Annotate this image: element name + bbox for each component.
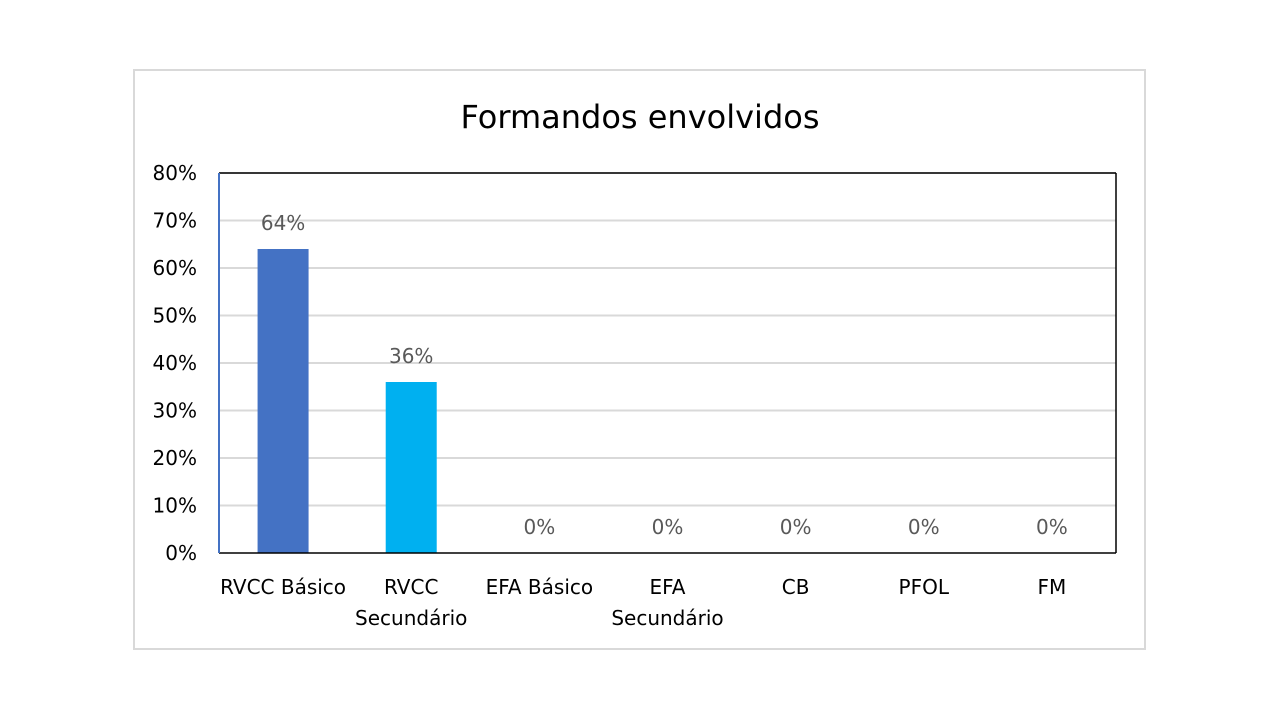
data-label: 0% [908, 515, 940, 539]
data-labels: 64% 36% 0% 0% 0% 0% 0% [261, 211, 1068, 539]
y-tick-label: 70% [153, 209, 197, 233]
x-category-label: CB [782, 575, 810, 599]
x-category-label: FM [1038, 575, 1067, 599]
x-category-line: FM [1038, 575, 1067, 599]
data-label: 36% [389, 344, 433, 368]
x-category-line: RVCC Básico [220, 575, 346, 599]
x-category-label: PFOL [899, 575, 950, 599]
x-category-line: Secundário [611, 606, 723, 630]
y-tick-label: 10% [153, 494, 197, 518]
x-category-label: EFA Básico [486, 575, 594, 599]
x-category-label: RVCC Básico [220, 575, 346, 599]
y-tick-label: 80% [153, 161, 197, 185]
chart-title: Formandos envolvidos [461, 98, 820, 136]
y-axis-ticks: 0% 10% 20% 30% 40% 50% 60% 70% 80% [153, 161, 197, 565]
x-category-label: RVCC Secundário [355, 575, 467, 630]
x-category-label: EFA Secundário [611, 575, 723, 630]
gridlines [219, 172, 1116, 507]
x-category-line: CB [782, 575, 810, 599]
x-category-line: EFA [650, 575, 686, 599]
x-category-line: PFOL [899, 575, 950, 599]
data-label: 0% [523, 515, 555, 539]
data-label: 64% [261, 211, 305, 235]
y-tick-label: 0% [165, 541, 197, 565]
data-label: 0% [780, 515, 812, 539]
x-axis-categories: RVCC Básico RVCC Secundário EFA Básico EFA Se… [220, 575, 1066, 630]
data-label: 0% [652, 515, 684, 539]
x-category-line: Secundário [355, 606, 467, 630]
x-category-line: EFA Básico [486, 575, 594, 599]
x-category-line: RVCC [384, 575, 438, 599]
y-tick-label: 40% [153, 351, 197, 375]
y-tick-label: 50% [153, 304, 197, 328]
bar [257, 249, 309, 553]
bar [385, 382, 437, 553]
y-tick-label: 30% [153, 399, 197, 423]
bars [257, 249, 437, 553]
data-label: 0% [1036, 515, 1068, 539]
axes [218, 172, 1117, 554]
y-tick-label: 60% [153, 256, 197, 280]
y-tick-label: 20% [153, 446, 197, 470]
